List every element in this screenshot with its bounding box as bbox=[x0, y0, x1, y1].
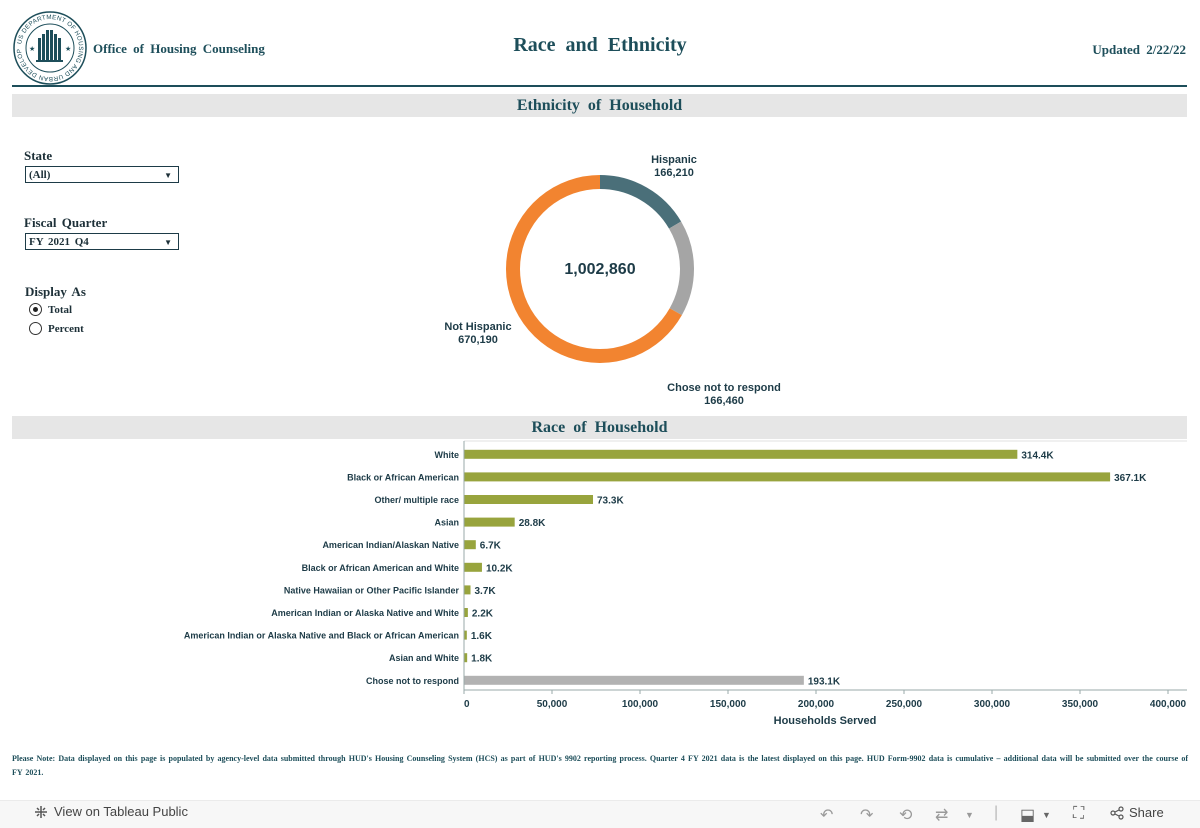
tableau-icon bbox=[35, 805, 47, 818]
category-label: Black or African American and White bbox=[302, 563, 459, 573]
updated-date: Updated 2/22/22 bbox=[1092, 42, 1186, 57]
undo-icon[interactable]: ↶ bbox=[820, 807, 834, 824]
no-response-slice-name: Chose not to respond bbox=[667, 382, 781, 394]
bar-value-label: 6.7K bbox=[480, 541, 502, 552]
bar-value-label: 367.1K bbox=[1114, 473, 1147, 484]
x-tick-label: 350,000 bbox=[1062, 699, 1099, 710]
chevron-down-icon[interactable]: ▼ bbox=[965, 810, 974, 820]
data-note: Please Note: Data displayed on this page… bbox=[12, 754, 1188, 777]
svg-text:★: ★ bbox=[29, 45, 35, 53]
x-tick-label: 250,000 bbox=[886, 699, 923, 710]
refresh-icon[interactable]: ⇄ bbox=[935, 807, 949, 824]
x-tick-label: 0 bbox=[464, 699, 470, 710]
bar[interactable] bbox=[464, 608, 468, 617]
category-label: Native Hawaiian or Other Pacific Islande… bbox=[284, 585, 460, 595]
bar[interactable] bbox=[464, 540, 476, 550]
category-label: Black or African American bbox=[347, 472, 459, 482]
state-dropdown-value: (All) bbox=[29, 169, 51, 181]
redo-icon[interactable]: ↷ bbox=[860, 807, 874, 824]
download-icon[interactable]: ⬓ bbox=[1020, 807, 1036, 824]
race-section-title: Race of Household bbox=[12, 416, 1187, 439]
no-response-slice-value: 166,460 bbox=[704, 395, 744, 407]
toolbar-divider: | bbox=[994, 804, 999, 821]
category-label: American Indian or Alaska Native and Bla… bbox=[184, 631, 459, 641]
state-dropdown[interactable]: (All) ▼ bbox=[25, 166, 179, 183]
header-divider bbox=[12, 85, 1187, 87]
bar-value-label: 3.7K bbox=[475, 586, 497, 597]
x-tick-label: 150,000 bbox=[710, 699, 747, 710]
donut-total-label: 1,002,860 bbox=[564, 261, 635, 278]
bar-value-label: 73.3K bbox=[597, 496, 624, 507]
display-total-label: Total bbox=[48, 303, 73, 316]
display-as-label: Display As bbox=[25, 284, 86, 299]
donut-slice-not-hispanic[interactable] bbox=[506, 175, 682, 363]
share-icon bbox=[1110, 805, 1124, 820]
share-button[interactable]: Share bbox=[1110, 805, 1164, 820]
agency-name: Office of Housing Counseling bbox=[93, 41, 265, 56]
hud-seal-logo: US DEPARTMENT OF HOUSING AND URBAN DEVEL… bbox=[12, 10, 87, 85]
page-title: Race and Ethnicity bbox=[513, 34, 687, 56]
x-tick-label: 300,000 bbox=[974, 699, 1011, 710]
state-filter-label: State bbox=[24, 148, 53, 163]
bar-value-label: 193.1K bbox=[808, 676, 841, 687]
not-hispanic-slice-name: Not Hispanic bbox=[444, 321, 511, 333]
category-label: American Indian or Alaska Native and Whi… bbox=[271, 608, 459, 618]
bar[interactable] bbox=[464, 653, 468, 663]
fullscreen-icon[interactable]: ⛶ bbox=[1073, 805, 1085, 822]
bar[interactable] bbox=[464, 630, 467, 640]
category-label: Other/ multiple race bbox=[374, 495, 459, 505]
svg-text:★: ★ bbox=[65, 45, 71, 53]
radio-unselected-icon bbox=[29, 322, 42, 335]
display-percent-radio[interactable]: Percent bbox=[29, 322, 84, 335]
revert-icon[interactable]: ⟲ bbox=[899, 807, 913, 824]
donut-slice-hispanic[interactable] bbox=[599, 175, 682, 229]
not-hispanic-slice-value: 670,190 bbox=[458, 334, 498, 346]
donut-slice-chose-not-to-respond[interactable] bbox=[668, 221, 694, 316]
tableau-toolbar bbox=[0, 800, 1200, 828]
fiscal-quarter-filter-label: Fiscal Quarter bbox=[24, 215, 108, 230]
display-percent-label: Percent bbox=[48, 322, 84, 335]
bar[interactable] bbox=[464, 449, 1018, 459]
view-on-tableau-link[interactable]: View on Tableau Public bbox=[34, 804, 188, 819]
ethnicity-section-title: Ethnicity of Household bbox=[12, 94, 1187, 117]
chevron-down-icon[interactable]: ▼ bbox=[1042, 810, 1051, 820]
bar-value-label: 10.2K bbox=[486, 563, 513, 574]
hispanic-slice-value: 166,210 bbox=[654, 167, 694, 179]
category-label: White bbox=[435, 450, 460, 460]
hispanic-slice-name: Hispanic bbox=[651, 154, 697, 166]
race-bar-chart: White 314.4K Black or African American 367.… bbox=[184, 440, 1187, 727]
category-label: Asian and White bbox=[389, 653, 459, 663]
category-label: Asian bbox=[434, 518, 459, 528]
bar-value-label: 1.6K bbox=[471, 631, 493, 642]
chevron-down-icon: ▼ bbox=[164, 238, 172, 247]
x-axis-title: Households Served bbox=[774, 715, 877, 727]
fiscal-quarter-dropdown-value: FY 2021 Q4 bbox=[29, 236, 89, 248]
category-label: American Indian/Alaskan Native bbox=[322, 540, 459, 550]
bar-value-label: 28.8K bbox=[519, 518, 546, 529]
radio-selected-icon bbox=[29, 303, 42, 316]
ethnicity-donut-chart: 1,002,860 Hispanic 166,210 Not Hispanic … bbox=[444, 154, 781, 407]
bar-value-label: 1.8K bbox=[471, 654, 493, 665]
display-total-radio[interactable]: Total bbox=[29, 303, 72, 316]
chevron-down-icon: ▼ bbox=[164, 171, 172, 180]
x-tick-label: 400,000 bbox=[1150, 699, 1187, 710]
bar-value-label: 314.4K bbox=[1021, 450, 1054, 461]
x-tick-label: 200,000 bbox=[798, 699, 835, 710]
bar[interactable] bbox=[464, 472, 1111, 482]
bar[interactable] bbox=[464, 675, 804, 685]
bar[interactable] bbox=[464, 562, 482, 572]
bar[interactable] bbox=[464, 585, 471, 595]
fiscal-quarter-dropdown[interactable]: FY 2021 Q4 ▼ bbox=[25, 233, 179, 250]
x-tick-label: 100,000 bbox=[622, 699, 659, 710]
share-label: Share bbox=[1129, 805, 1164, 820]
bar[interactable] bbox=[464, 517, 515, 527]
bar-value-label: 2.2K bbox=[472, 609, 494, 620]
bar[interactable] bbox=[464, 495, 594, 504]
x-tick-label: 50,000 bbox=[537, 699, 568, 710]
view-on-tableau-label: View on Tableau Public bbox=[54, 804, 188, 819]
category-label: Chose not to respond bbox=[366, 676, 459, 686]
